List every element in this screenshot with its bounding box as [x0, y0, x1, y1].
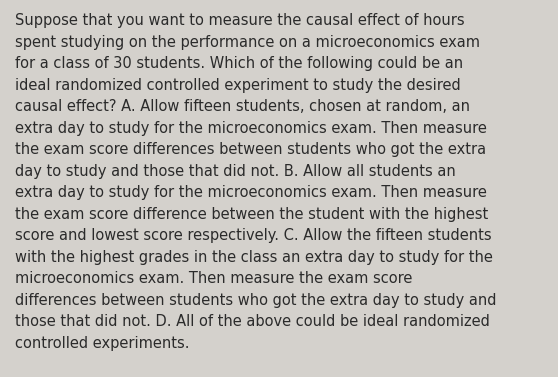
Text: with the highest grades in the class an extra day to study for the: with the highest grades in the class an …: [15, 250, 493, 265]
Text: differences between students who got the extra day to study and: differences between students who got the…: [15, 293, 497, 308]
Text: for a class of 30 students. Which of the following could be an: for a class of 30 students. Which of the…: [15, 56, 463, 71]
Text: the exam score difference between the student with the highest: the exam score difference between the st…: [15, 207, 488, 222]
Text: day to study and those that did not. B. Allow all students an: day to study and those that did not. B. …: [15, 164, 456, 179]
Text: score and lowest score respectively. C. Allow the fifteen students: score and lowest score respectively. C. …: [15, 228, 492, 243]
Text: ideal randomized controlled experiment to study the desired: ideal randomized controlled experiment t…: [15, 78, 461, 93]
Text: extra day to study for the microeconomics exam. Then measure: extra day to study for the microeconomic…: [15, 121, 487, 136]
Text: spent studying on the performance on a microeconomics exam: spent studying on the performance on a m…: [15, 35, 480, 50]
Text: causal effect? A. Allow fifteen students, chosen at random, an: causal effect? A. Allow fifteen students…: [15, 99, 470, 114]
Text: extra day to study for the microeconomics exam. Then measure: extra day to study for the microeconomic…: [15, 185, 487, 200]
Text: the exam score differences between students who got the extra: the exam score differences between stude…: [15, 142, 486, 157]
Text: Suppose that you want to measure the causal effect of hours: Suppose that you want to measure the cau…: [15, 13, 465, 28]
Text: microeconomics exam. Then measure the exam score: microeconomics exam. Then measure the ex…: [15, 271, 412, 286]
Text: controlled experiments.: controlled experiments.: [15, 336, 190, 351]
Text: those that did not. D. All of the above could be ideal randomized: those that did not. D. All of the above …: [15, 314, 490, 329]
